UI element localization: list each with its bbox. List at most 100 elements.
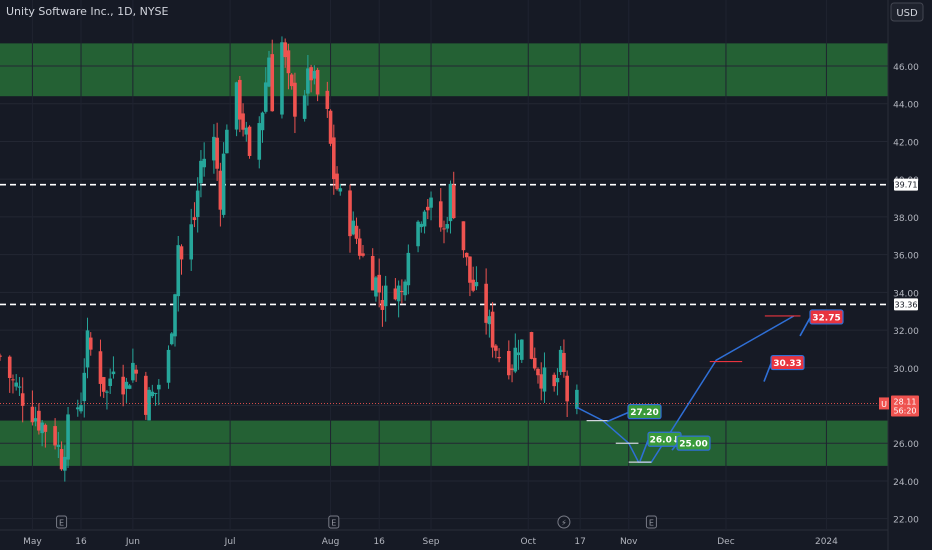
candle-body <box>260 112 265 131</box>
candle-body <box>189 224 194 260</box>
candle-body <box>221 153 226 215</box>
x-tick-label: Aug <box>322 537 340 547</box>
callout-pointer <box>606 411 629 423</box>
candle-body <box>150 391 155 397</box>
current-price-tag <box>891 395 919 417</box>
candle-body <box>532 357 537 369</box>
candle-body <box>131 362 135 381</box>
candle-body <box>59 449 64 470</box>
earnings-icon[interactable] <box>56 515 68 529</box>
dividend-icon[interactable] <box>557 515 571 529</box>
target-callout[interactable] <box>809 309 844 325</box>
event-label: E <box>649 519 654 528</box>
candle-body <box>289 74 294 87</box>
current-price-label: 28.11 <box>894 397 917 406</box>
level-price-tag <box>894 298 918 311</box>
candle-body <box>309 67 313 81</box>
candle-body <box>464 252 469 258</box>
labels-layer: 39.71 33.36 27.20 26.0↓ 25.00 30.33 32.75 U 28.1… <box>0 178 919 462</box>
candle-body <box>108 378 112 386</box>
candle-body <box>134 369 138 374</box>
candle-body <box>306 68 310 94</box>
target-callout-label: 26.0↓ <box>650 436 680 446</box>
candle-body <box>88 337 93 350</box>
candle-body <box>121 376 125 395</box>
candle-body <box>280 42 284 115</box>
candle-body <box>176 245 181 297</box>
candle-body <box>195 190 200 217</box>
event-label: ⚡ <box>561 519 567 528</box>
candles-layer[interactable] <box>0 36 579 482</box>
candle-body <box>510 368 514 370</box>
callout-pointer <box>639 439 649 462</box>
candle-body <box>199 160 203 184</box>
candle-body <box>332 137 336 180</box>
candle-body <box>11 379 15 381</box>
candle-body <box>406 252 411 286</box>
candle-body <box>536 368 540 376</box>
candle-body <box>7 356 12 378</box>
countdown-label: 56:20 <box>893 406 916 415</box>
candle-body <box>552 374 556 387</box>
events-layer[interactable]: E E ⚡ E <box>56 515 657 529</box>
x-tick-label: Sep <box>423 537 440 547</box>
event-label: E <box>331 519 336 528</box>
candle-body <box>312 70 317 79</box>
y-tick-label: 34.00 <box>893 289 919 299</box>
candle-body <box>30 406 35 423</box>
candle-body <box>56 444 61 447</box>
earnings-icon[interactable] <box>645 515 657 529</box>
projection-layer[interactable] <box>576 315 801 463</box>
candle-body <box>487 316 492 325</box>
candle-body <box>325 90 330 109</box>
candle-body <box>293 82 297 117</box>
x-tick-label: 17 <box>574 537 585 547</box>
y-tick-label: 46.00 <box>893 63 919 73</box>
target-callout[interactable] <box>770 354 805 371</box>
symbol-marker[interactable] <box>879 397 889 410</box>
candle-body <box>468 256 472 283</box>
levels-layer <box>0 183 888 306</box>
earnings-icon[interactable] <box>328 515 340 529</box>
candle-body <box>461 221 466 251</box>
candle-body <box>377 274 381 293</box>
candle-body <box>374 277 378 297</box>
time-axis[interactable]: May 16 Jun Jul Aug 16 Sep Oct 17 Nov Dec 2024 <box>23 537 838 547</box>
currency-button[interactable]: USD <box>890 2 924 22</box>
candle-body <box>558 349 563 373</box>
candle-body <box>315 69 320 95</box>
y-tick-label: 38.00 <box>893 214 919 224</box>
target-callout-label: 30.33 <box>773 359 801 369</box>
candle-body <box>241 113 245 130</box>
candle-body <box>263 82 268 112</box>
candle-body <box>283 42 287 58</box>
candle-body <box>20 393 25 406</box>
target-callout[interactable] <box>627 404 662 420</box>
candle-body <box>82 372 87 402</box>
candle-body <box>380 300 385 310</box>
candle-body <box>157 384 161 390</box>
candle-body <box>105 391 109 393</box>
level-price-label: 39.71 <box>895 181 918 190</box>
target-callout-label: 27.20 <box>630 408 658 418</box>
candle-body <box>66 414 70 460</box>
candle-body <box>338 188 343 192</box>
candle-body <box>179 246 184 260</box>
candle-body <box>396 285 401 302</box>
candle-body <box>225 129 229 154</box>
y-tick-label: 26.00 <box>893 440 919 450</box>
candle-body <box>328 110 333 144</box>
symbol-marker-label: U <box>881 400 887 409</box>
level-price-label: 33.36 <box>895 300 918 309</box>
candle-body <box>153 392 158 394</box>
candle-body <box>43 424 48 432</box>
candle-body <box>286 50 291 74</box>
candle-body <box>348 190 352 237</box>
target-callout[interactable] <box>676 435 711 451</box>
y-tick-label: 22.00 <box>893 516 919 526</box>
candle-body <box>400 290 404 292</box>
candle-body <box>302 95 307 119</box>
candle-body <box>111 371 116 375</box>
candle-body <box>79 405 83 412</box>
